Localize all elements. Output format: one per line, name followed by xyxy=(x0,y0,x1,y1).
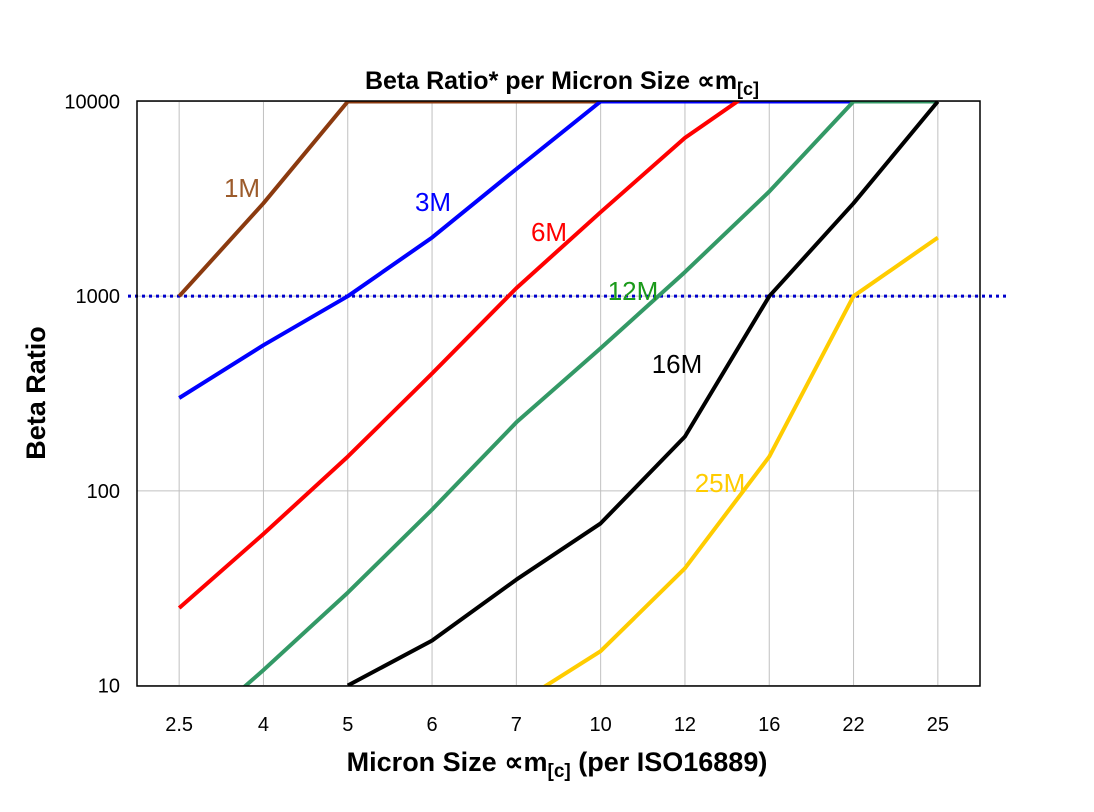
series-line-12M xyxy=(242,101,938,686)
x-tick-label: 12 xyxy=(674,714,696,736)
series-labels: 1M 3M 6M 12M 16M 25M xyxy=(224,173,745,498)
x-tick-label: 10 xyxy=(590,714,612,736)
x-tick-labels: 2.5 4 5 6 7 10 12 16 22 25 xyxy=(165,714,949,736)
series-label-25M: 25M xyxy=(695,468,746,498)
x-tick-label: 22 xyxy=(842,714,864,736)
x-tick-label: 4 xyxy=(258,714,269,736)
plot-border xyxy=(136,100,981,687)
x-tick-label: 6 xyxy=(426,714,437,736)
x-tick-label: 5 xyxy=(342,714,353,736)
x-tick-label: 7 xyxy=(511,714,522,736)
x-tick-label: 16 xyxy=(758,714,780,736)
y-tick-label: 10 xyxy=(98,676,120,698)
y-tick-labels: 10 100 1000 10000 xyxy=(64,92,120,698)
series-label-12M: 12M xyxy=(608,276,659,306)
y-axis-title: Beta Ratio xyxy=(21,326,51,460)
x-axis-title: Micron Size ∝m[c] (per ISO16889) xyxy=(347,747,768,782)
series-line-6M xyxy=(177,101,742,610)
series-label-6M: 6M xyxy=(531,217,567,247)
series-label-3M: 3M xyxy=(415,187,451,217)
series-line-25M xyxy=(541,235,939,686)
series-label-16M: 16M xyxy=(652,349,703,379)
x-tick-label: 2.5 xyxy=(165,714,193,736)
x-tick-label: 25 xyxy=(927,714,949,736)
plot-area xyxy=(137,101,980,686)
y-tick-label: 100 xyxy=(87,481,120,503)
y-tick-label: 1000 xyxy=(76,286,121,308)
y-tick-label: 10000 xyxy=(64,92,120,114)
chart-title: Beta Ratio* per Micron Size ∝m[c] xyxy=(365,67,759,99)
series-label-1M: 1M xyxy=(224,173,260,203)
series-line-16M xyxy=(346,101,940,686)
